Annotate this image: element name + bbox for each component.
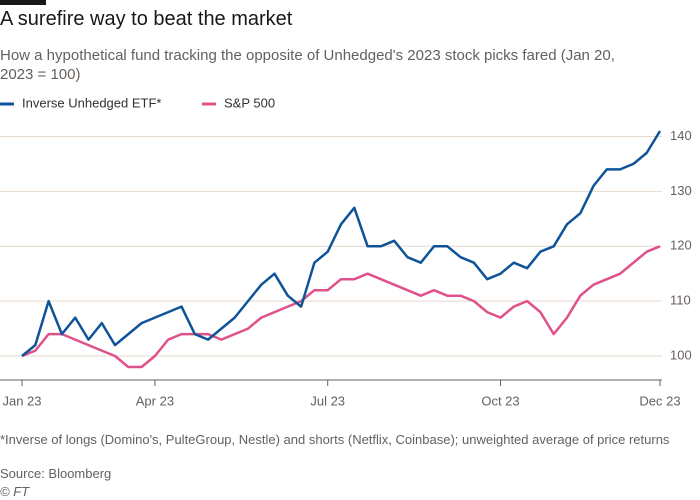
- legend-label: S&P 500: [224, 95, 275, 110]
- y-tick-label: 120: [670, 238, 692, 253]
- series-line: [21, 130, 662, 357]
- chart-subtitle: How a hypothetical fund tracking the opp…: [0, 47, 615, 83]
- chart: Inverse Unhedged ETF* S&P 500 100 110 120 130…: [0, 95, 692, 408]
- x-tick-label: Oct 23: [481, 393, 519, 408]
- y-tick-label: 130: [670, 183, 692, 198]
- chart-title: A surefire way to beat the market: [0, 8, 293, 30]
- brand-bar: [0, 0, 46, 5]
- x-tick-label: Jan 23: [2, 393, 41, 408]
- source: Source: Bloomberg: [0, 466, 112, 481]
- y-tick-label: 140: [670, 128, 692, 143]
- series-line: [21, 245, 661, 369]
- footnote: *Inverse of longs (Domino's, PulteGroup,…: [0, 432, 670, 447]
- x-tick-label: Jul 23: [310, 393, 345, 408]
- x-tick-label: Dec 23: [639, 393, 680, 408]
- x-tick-label: Apr 23: [136, 393, 174, 408]
- y-tick-label: 100: [670, 347, 692, 362]
- y-tick-label: 110: [670, 293, 691, 308]
- credit: © FT: [0, 484, 30, 499]
- legend-label: Inverse Unhedged ETF*: [22, 95, 161, 110]
